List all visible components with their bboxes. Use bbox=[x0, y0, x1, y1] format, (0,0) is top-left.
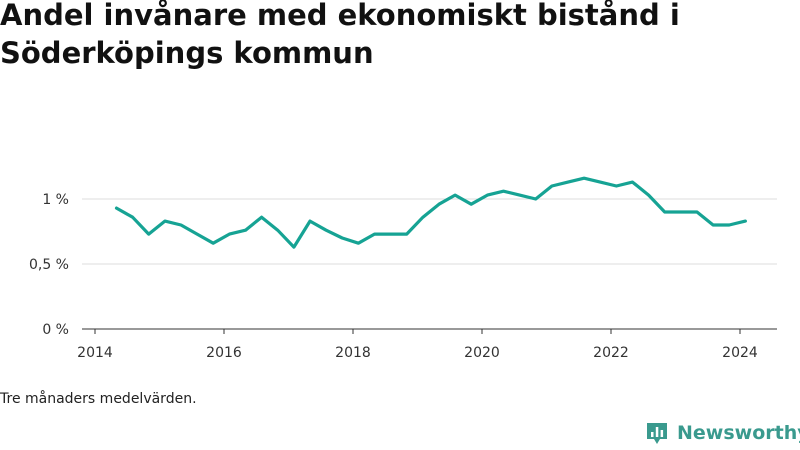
y-tick-label: 1 % bbox=[42, 192, 69, 208]
y-tick-label: 0,5 % bbox=[29, 257, 69, 273]
footnote: Tre månaders medelvärden. bbox=[0, 391, 197, 407]
newsworthy-logo-icon bbox=[647, 423, 667, 444]
x-tick-label: 2018 bbox=[335, 345, 371, 361]
chart-title: Andel invånare med ekonomiskt bistånd i … bbox=[0, 0, 680, 70]
x-tick-label: 2020 bbox=[464, 345, 500, 361]
x-tick-label: 2016 bbox=[206, 345, 242, 361]
series-line bbox=[114, 176, 748, 249]
x-tick-label: 2014 bbox=[77, 345, 113, 361]
brand-logo: Newsworthy bbox=[645, 421, 800, 445]
x-tick-label: 2022 bbox=[593, 345, 629, 361]
y-tick-label: 0 % bbox=[42, 322, 69, 338]
brand-name: Newsworthy bbox=[677, 422, 800, 444]
x-tick-label: 2024 bbox=[722, 345, 758, 361]
